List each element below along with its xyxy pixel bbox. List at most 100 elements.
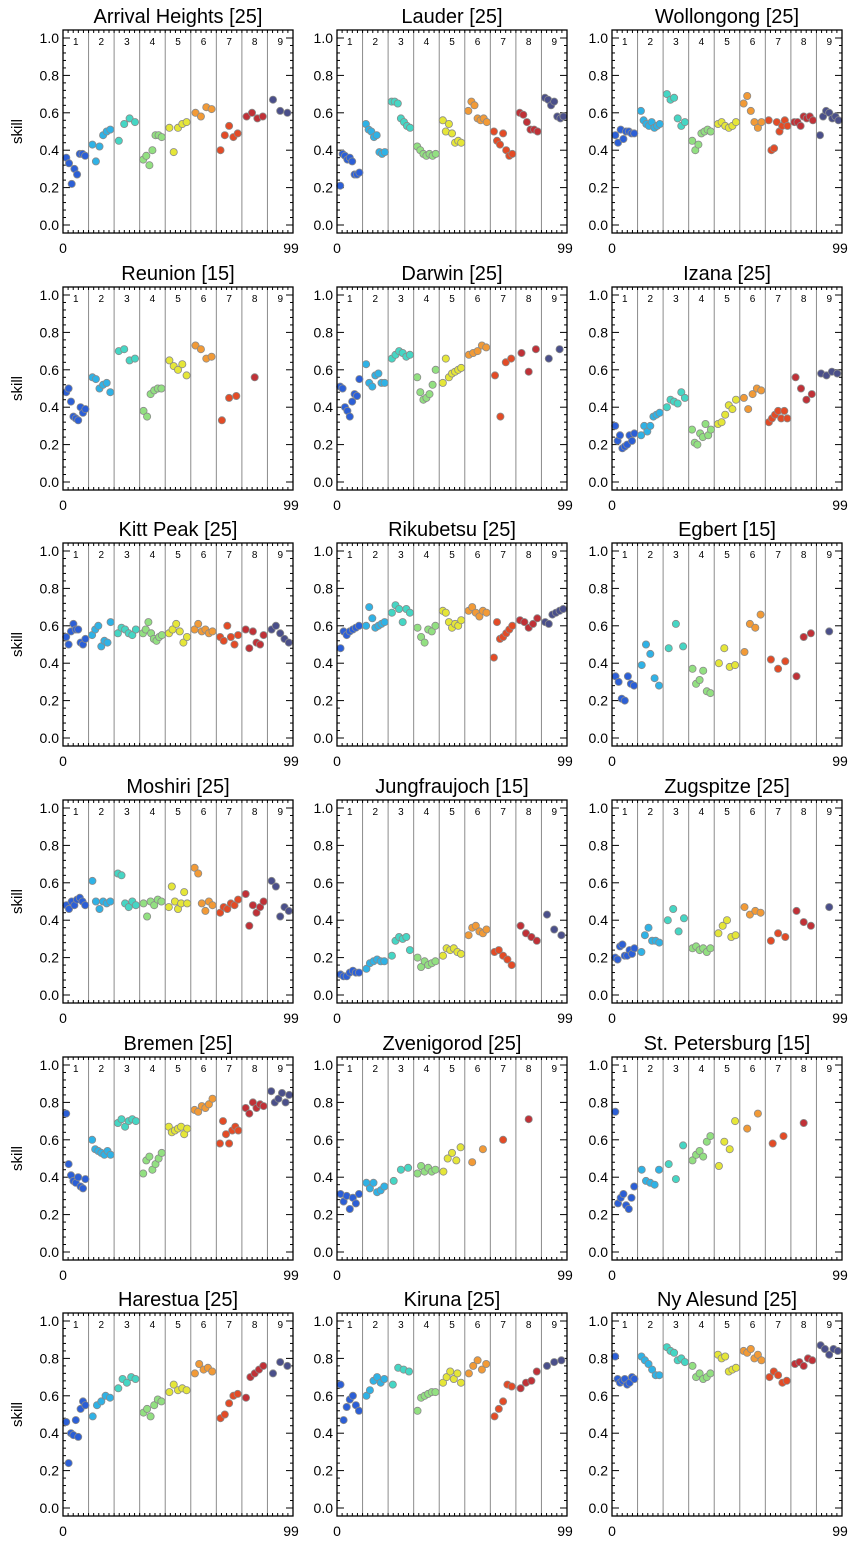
- x-tick-label-end: 99: [832, 240, 848, 256]
- y-tick-label: 1.0: [589, 543, 609, 559]
- data-point-group-5: [169, 148, 178, 157]
- data-point-group-4: [139, 899, 148, 908]
- group-label: 7: [226, 550, 232, 561]
- data-point-group-5: [164, 903, 173, 912]
- data-point-group-7: [221, 1130, 230, 1139]
- data-point-group-8: [248, 627, 257, 636]
- y-tick-label: 0.4: [314, 1425, 334, 1441]
- data-point-group-2: [380, 378, 389, 387]
- data-point-group-3: [679, 642, 688, 651]
- group-label: 5: [449, 550, 455, 561]
- data-point-group-6: [482, 608, 491, 617]
- group-label: 5: [724, 1064, 730, 1075]
- data-point-group-4: [693, 440, 702, 449]
- data-point-group-2: [646, 421, 655, 430]
- group-label: 1: [622, 1064, 628, 1075]
- y-tick-label: 0.6: [314, 1388, 334, 1404]
- data-point-group-4: [145, 161, 154, 170]
- data-point-group-8: [532, 936, 541, 945]
- data-point-group-2: [88, 876, 97, 885]
- data-point-group-6: [482, 925, 491, 934]
- data-point-group-7: [233, 129, 242, 138]
- y-tick-label: 1.0: [589, 800, 609, 816]
- y-tick-label: 0.6: [589, 105, 609, 121]
- data-point-group-6: [751, 623, 760, 632]
- data-point-group-4: [431, 1165, 440, 1174]
- group-label: 2: [373, 1064, 379, 1075]
- data-point-group-6: [477, 1365, 486, 1374]
- y-tick-label: 0.8: [314, 1350, 334, 1366]
- panel-title: Wollongong [25]: [655, 6, 799, 28]
- data-point-group-7: [766, 655, 775, 664]
- data-point-group-6: [471, 921, 480, 930]
- data-point-group-9: [284, 638, 293, 647]
- y-tick-label: 0.2: [589, 950, 609, 966]
- data-point-group-3: [673, 399, 682, 408]
- y-tick-label: 0.4: [589, 142, 609, 158]
- data-point-group-8: [247, 108, 256, 117]
- data-point-group-1: [614, 138, 623, 147]
- data-point-group-3: [670, 93, 679, 102]
- panel-title: Lauder [25]: [401, 6, 502, 28]
- data-point-group-7: [774, 1371, 783, 1380]
- data-point-group-3: [680, 914, 689, 923]
- data-point-group-1: [81, 1175, 90, 1184]
- x-tick-label-start: 0: [59, 497, 67, 513]
- group-label: 5: [175, 550, 181, 561]
- data-point-group-2: [102, 378, 111, 387]
- group-label: 2: [648, 294, 654, 305]
- y-tick-label: 0.8: [314, 1094, 334, 1110]
- group-label: 9: [277, 807, 283, 818]
- data-point-group-1: [611, 421, 620, 430]
- data-point-group-5: [438, 378, 447, 387]
- data-point-group-7: [780, 406, 789, 415]
- data-point-group-6: [745, 910, 754, 919]
- group-label: 9: [551, 294, 557, 305]
- data-point-group-4: [695, 676, 704, 685]
- data-point-group-5: [721, 410, 730, 419]
- data-point-group-5: [717, 418, 726, 427]
- data-point-group-1: [65, 159, 74, 168]
- data-point-group-4: [143, 912, 152, 921]
- data-point-group-4: [157, 1397, 166, 1406]
- group-label: 2: [99, 807, 105, 818]
- panel-reunion-15: Reunion [15] 1 2 3 4 5 6 7 8 9 0.0 0.2 0.4 0.6 0.8 1.0 0…: [9, 263, 299, 513]
- group-label: 1: [73, 1320, 79, 1331]
- data-point-group-5: [169, 1380, 178, 1389]
- group-label: 1: [347, 550, 353, 561]
- data-point-group-4: [420, 638, 429, 647]
- panel-jungfraujoch-15: Jungfraujoch [15] 1 2 3 4 5 6 7 8 9 0.0 0.2 0.4 0.6 0.…: [314, 776, 573, 1026]
- y-tick-label: 0.8: [314, 67, 334, 83]
- plot-frame: [611, 542, 843, 747]
- panel-title: Arrival Heights [25]: [94, 6, 263, 28]
- data-point-group-8: [533, 127, 542, 136]
- data-point-group-3: [387, 608, 396, 617]
- y-tick-label: 0.6: [589, 1132, 609, 1148]
- group-label: 4: [150, 37, 156, 48]
- data-point-group-5: [457, 616, 466, 625]
- panel-title: St. Petersburg [15]: [644, 1033, 811, 1055]
- data-point-group-6: [469, 1361, 478, 1370]
- data-point-group-6: [473, 1356, 482, 1365]
- data-point-group-2: [88, 140, 97, 149]
- data-point-group-2: [97, 1397, 106, 1406]
- group-label: 7: [226, 807, 232, 818]
- data-point-group-5: [714, 1162, 723, 1171]
- panel-title: Darwin [25]: [401, 263, 502, 285]
- data-point-group-5: [725, 1145, 734, 1154]
- data-point-group-9: [281, 1098, 290, 1107]
- data-point-group-2: [637, 1165, 646, 1174]
- data-point-group-7: [489, 127, 498, 136]
- data-point-group-5: [172, 619, 181, 628]
- y-tick-label: 0.2: [314, 693, 334, 709]
- y-tick-label: 0.4: [40, 399, 60, 415]
- data-point-group-8: [796, 121, 805, 130]
- data-point-group-4: [706, 127, 715, 136]
- group-label: 1: [347, 294, 353, 305]
- x-tick-label-end: 99: [283, 753, 299, 769]
- data-point-group-6: [468, 1158, 477, 1167]
- x-tick-label-start: 0: [59, 1523, 67, 1539]
- data-point-group-1: [628, 436, 637, 445]
- y-tick-label: 0.6: [314, 618, 334, 634]
- data-point-group-7: [225, 1399, 234, 1408]
